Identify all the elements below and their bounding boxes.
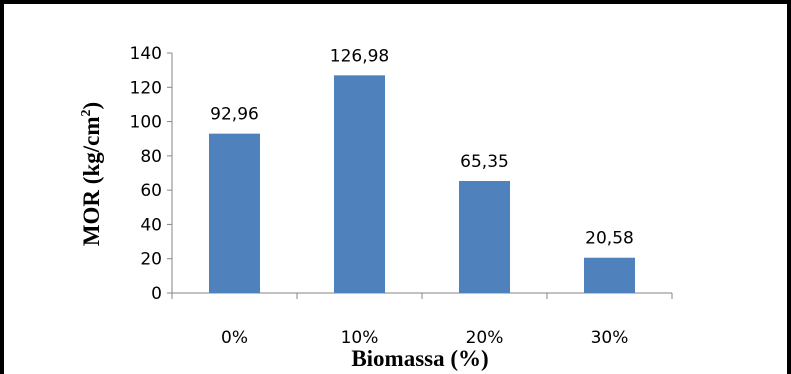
data-labels: 92,96 126,98 65,35 20,58 — [210, 46, 634, 248]
bar-value-label: 126,98 — [330, 46, 389, 66]
y-tick-label: 120 — [130, 78, 162, 98]
bar-value-label: 20,58 — [585, 229, 634, 249]
y-tick-label: 60 — [140, 181, 162, 201]
y-axis-title-main: MOR (kg/cm — [79, 117, 104, 247]
x-tick-label: 20% — [466, 328, 504, 348]
y-tick-label: 80 — [140, 147, 162, 167]
bar — [584, 257, 635, 293]
x-tick-label: 10% — [341, 328, 379, 348]
y-axis-title: MOR (kg/cm2) — [79, 102, 104, 246]
bar-value-label: 92,96 — [210, 105, 259, 125]
y-tick-label: 100 — [130, 113, 162, 133]
y-tick-label: 40 — [140, 215, 162, 235]
bar — [459, 180, 510, 293]
bar — [209, 133, 260, 293]
y-tick-label: 140 — [130, 44, 162, 64]
x-tick-label: 30% — [591, 328, 629, 348]
x-axis-title: Biomassa (%) — [351, 346, 488, 371]
y-axis-title-close: ) — [79, 102, 104, 110]
y-axis-title-superscript: 2 — [79, 110, 94, 117]
x-axis: 0% 10% 20% 30% — [171, 292, 673, 348]
y-tick-label: 20 — [140, 250, 162, 270]
bars — [209, 75, 635, 293]
bar-value-label: 65,35 — [460, 152, 509, 172]
y-tick-label: 0 — [151, 284, 162, 304]
x-tick-label: 0% — [221, 328, 248, 348]
y-axis: 0 20 40 60 80 100 120 140 — [130, 44, 173, 304]
bar — [334, 75, 385, 293]
